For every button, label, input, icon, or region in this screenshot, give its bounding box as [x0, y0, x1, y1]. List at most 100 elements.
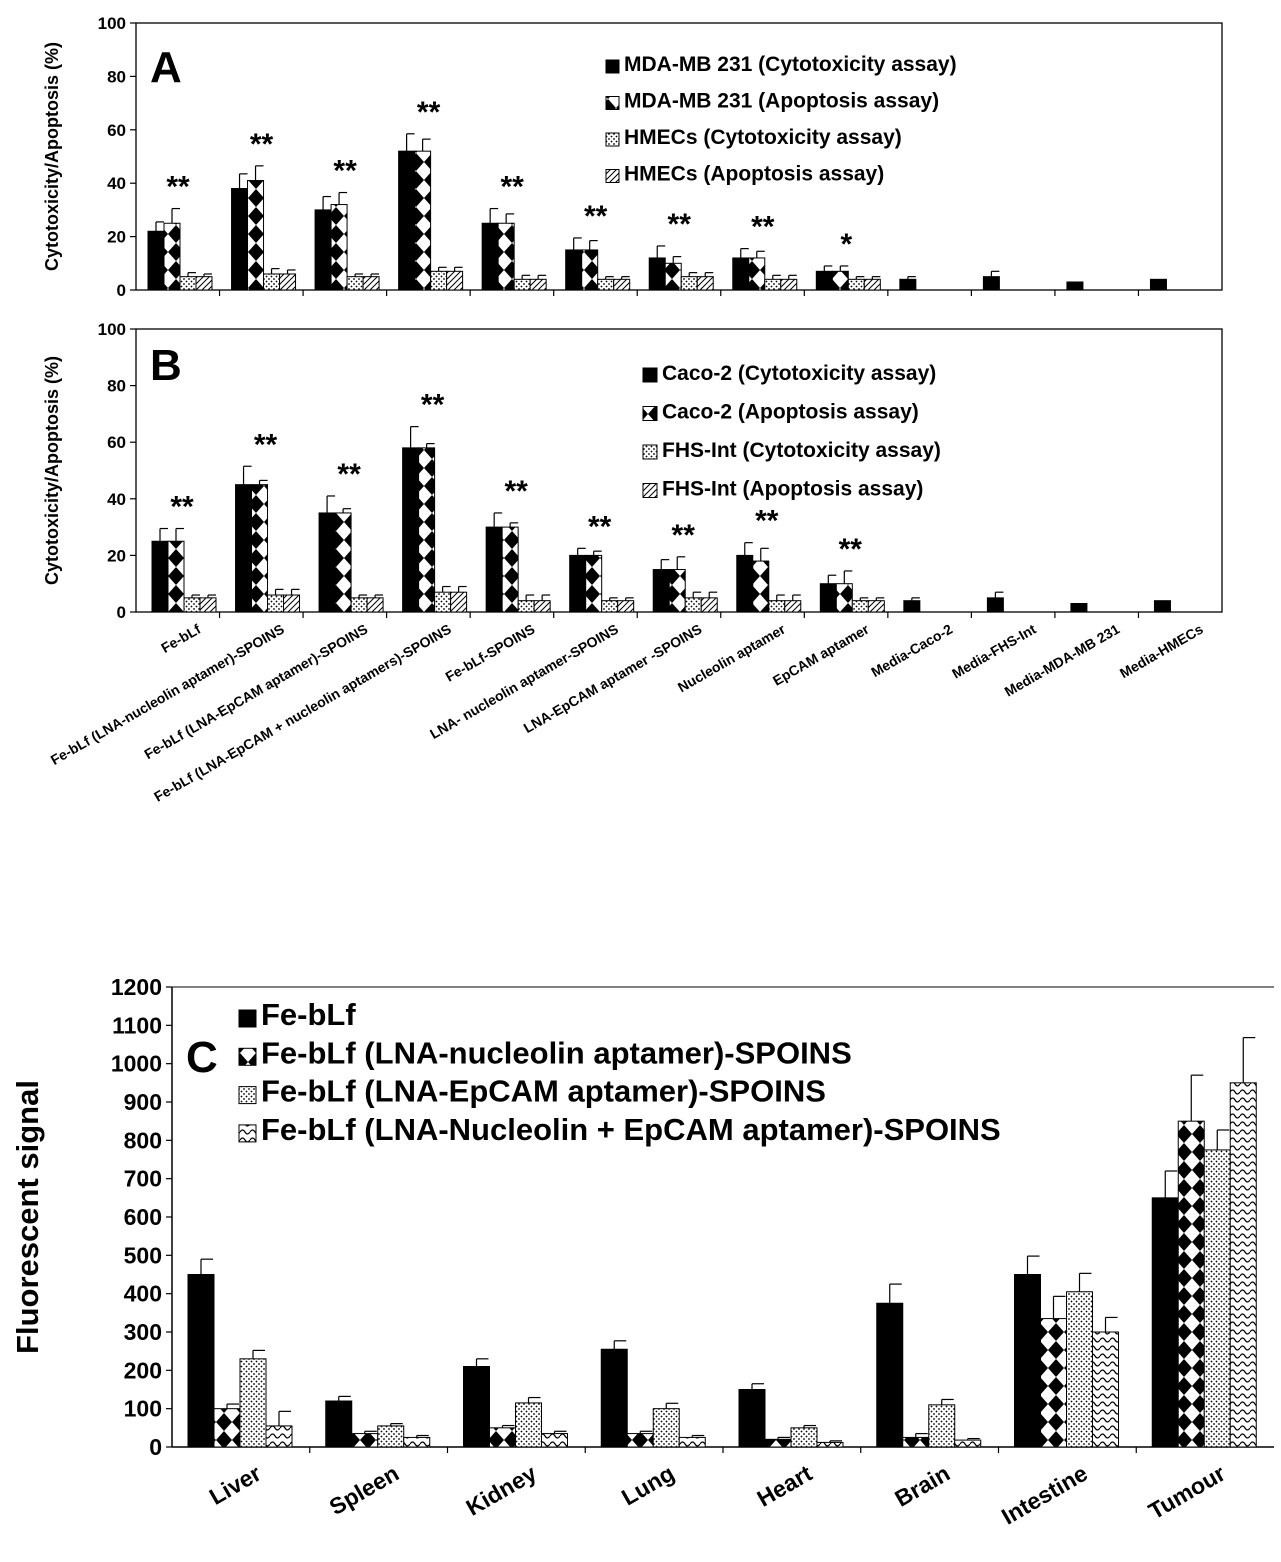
bar [489, 1427, 516, 1448]
legend-label: FHS-Int (Cytotoxicity assay) [662, 439, 941, 462]
bar [565, 249, 583, 291]
x-category-label: Kidney [461, 1460, 541, 1521]
significance-marker: ** [337, 458, 361, 491]
bar [613, 278, 631, 291]
bar [267, 594, 285, 613]
significance-marker: ** [421, 389, 445, 422]
bar [752, 560, 770, 613]
bar [684, 597, 702, 613]
bar [678, 1436, 706, 1448]
y-tick-label: 40 [107, 174, 126, 193]
bar [541, 1433, 568, 1448]
legend-label: Fe-bLf [261, 997, 356, 1032]
bar [314, 209, 332, 291]
panel-letter: A [150, 43, 182, 92]
legend-label: MDA-MB 231 (Apoptosis assay) [624, 90, 939, 113]
bar [748, 257, 766, 291]
bar [183, 597, 201, 613]
significance-marker: ** [170, 491, 194, 524]
x-category-label: Media-Caco-2 [868, 621, 955, 680]
bar [235, 484, 253, 613]
x-category-label: Media-HMECs [1117, 621, 1206, 682]
y-axis-title: Cytotoxicity/Apoptosis (%) [42, 356, 62, 585]
bar [780, 278, 798, 291]
x-category-label: Tumour [1144, 1460, 1230, 1524]
legend-label: Fe-bLf (LNA-nucleolin aptamer)-SPOINS [261, 1035, 852, 1070]
bar [325, 1400, 353, 1448]
panel-letter: C [186, 1033, 218, 1082]
significance-marker: ** [333, 155, 357, 188]
bar [517, 600, 535, 613]
y-tick-label: 400 [124, 1281, 162, 1307]
bar [346, 276, 364, 291]
bar [851, 600, 869, 613]
bar [163, 222, 181, 291]
bar [515, 1402, 542, 1448]
bar [279, 273, 297, 291]
bar [819, 583, 837, 613]
bar [450, 591, 468, 613]
significance-marker: ** [672, 519, 696, 552]
bar [362, 276, 380, 291]
bar [529, 278, 547, 291]
panel-letter: B [150, 341, 182, 390]
bar [601, 600, 619, 613]
significance-marker: ** [751, 211, 775, 244]
significance-marker: ** [250, 128, 274, 161]
x-category-label: Fe-bLf (LNA-EpCAM + nucleolin aptamers)-… [151, 621, 454, 805]
x-category-label: Lung [617, 1460, 679, 1511]
bar [581, 249, 599, 291]
bar [863, 278, 881, 291]
chart-panel-c: 0 100 200 300 400 500 600 700 800 900 1000 1100 1200… [10, 974, 1274, 1460]
legend-swatch [238, 1086, 257, 1105]
bar [764, 1438, 792, 1448]
x-category-label: Intestine [997, 1460, 1092, 1530]
y-tick-label: 60 [107, 121, 126, 140]
bar [330, 204, 348, 291]
bar [585, 554, 603, 613]
bar [1066, 281, 1084, 291]
bar [501, 526, 519, 613]
bar [626, 1433, 654, 1448]
bar [1149, 278, 1167, 291]
y-tick-label: 300 [124, 1319, 162, 1345]
bar [764, 278, 782, 291]
legend-swatch [238, 1124, 257, 1143]
bar [816, 1441, 844, 1448]
y-tick-label: 700 [124, 1166, 162, 1192]
bar [239, 1358, 267, 1448]
bar [414, 150, 432, 291]
bar [1177, 1120, 1205, 1448]
bar [652, 1408, 680, 1448]
bar [151, 540, 169, 613]
bar [1040, 1318, 1067, 1448]
y-tick-label: 1100 [112, 1012, 162, 1038]
y-tick-label: 0 [149, 1434, 162, 1460]
bar [195, 276, 213, 291]
significance-marker: ** [839, 533, 863, 566]
bar [982, 276, 1000, 291]
bar [179, 276, 197, 291]
y-tick-label: 100 [98, 14, 126, 33]
bar [954, 1439, 982, 1448]
bar [199, 597, 217, 613]
y-axis-title: Fluorescent signal [10, 1080, 45, 1354]
y-tick-label: 100 [98, 320, 126, 339]
bar [569, 554, 587, 613]
significance-marker: ** [755, 505, 779, 538]
x-category-label: Heart [752, 1460, 816, 1512]
bar [283, 594, 301, 613]
bar [903, 600, 921, 613]
y-tick-label: 20 [107, 546, 126, 565]
bar [1203, 1149, 1231, 1448]
significance-marker: ** [668, 208, 692, 241]
bar [1092, 1331, 1119, 1448]
x-category-label: Liver [205, 1460, 266, 1510]
bar [736, 554, 754, 613]
legend-label: Fe-bLf (LNA-Nucleolin + EpCAM aptamer)-S… [261, 1112, 1001, 1147]
chart-panel-b: 0 20 40 60 80 100 ** ** ** ** ** ** ** ** ** B Cytotoxic… [42, 320, 1223, 622]
bar [213, 1408, 241, 1448]
legend-swatch [642, 444, 658, 460]
x-category-label: Brain [890, 1460, 954, 1512]
bar [366, 597, 384, 613]
